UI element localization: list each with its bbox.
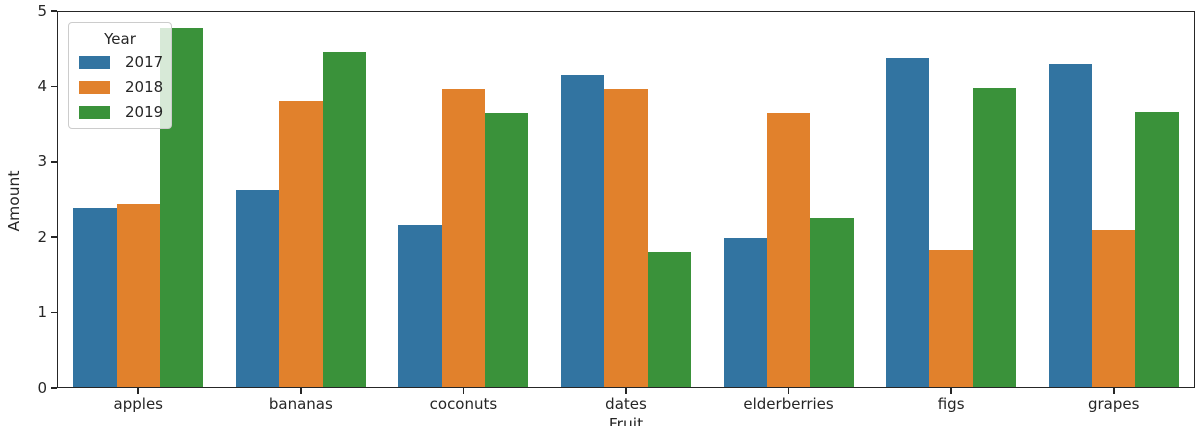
y-tick-0 — [51, 387, 57, 389]
y-tick-label-5: 5 — [37, 1, 47, 20]
bar-2019-bananas — [322, 51, 366, 388]
x-tick-label-grapes: grapes — [1087, 395, 1140, 413]
legend-title: Year — [104, 30, 136, 48]
bar-2017-dates — [560, 75, 605, 388]
legend-item-2019: 2019 — [79, 102, 164, 121]
legend: Year 2017 2018 2019 — [68, 22, 172, 129]
bar-2017-figs — [886, 57, 930, 388]
legend-swatch-2019-icon — [79, 105, 110, 119]
bar-2017-elderberries — [723, 237, 767, 388]
x-tick-label-bananas: bananas — [268, 395, 333, 413]
bar-2019-dates — [647, 251, 692, 388]
bar-2019-figs — [972, 87, 1017, 388]
bar-2017-apples — [73, 207, 117, 388]
bar-2017-bananas — [235, 189, 280, 388]
legend-item-2018: 2018 — [79, 77, 164, 96]
x-tick-elderberries — [787, 388, 790, 394]
y-tick-label-4: 4 — [37, 76, 47, 95]
bar-2018-apples — [116, 204, 160, 388]
legend-swatch-2017-icon — [79, 55, 110, 69]
legend-label-2017: 2017 — [125, 52, 164, 71]
x-tick-coconuts — [462, 388, 465, 394]
x-tick-bananas — [300, 388, 302, 394]
x-tick-label-apples: apples — [113, 395, 163, 413]
x-tick-label-elderberries: elderberries — [743, 395, 834, 413]
y-tick-label-3: 3 — [37, 152, 47, 171]
x-tick-grapes — [1112, 388, 1115, 394]
legend-label-2019: 2019 — [125, 102, 164, 121]
bar-2019-coconuts — [485, 112, 529, 388]
y-tick-label-1: 1 — [37, 303, 47, 322]
bar-2017-coconuts — [398, 225, 442, 388]
y-tick-3 — [51, 161, 57, 163]
x-tick-figs — [950, 388, 952, 394]
bar-2019-elderberries — [810, 217, 854, 388]
bar-2018-elderberries — [766, 112, 811, 388]
bar-2018-bananas — [279, 101, 323, 388]
x-tick-dates — [625, 388, 627, 394]
y-tick-1 — [51, 311, 57, 314]
x-axis-label: Fruit — [608, 415, 644, 426]
x-tick-label-coconuts: coconuts — [429, 395, 498, 413]
x-tick-label-figs: figs — [937, 395, 965, 413]
bar-2017-grapes — [1048, 63, 1093, 388]
y-tick-4 — [51, 85, 57, 88]
y-tick-5 — [51, 10, 57, 12]
y-tick-label-2: 2 — [37, 227, 47, 246]
legend-swatch-2018-icon — [79, 80, 110, 94]
bar-2018-grapes — [1092, 230, 1136, 388]
legend-item-2017: 2017 — [79, 52, 164, 71]
y-tick-2 — [51, 236, 57, 238]
legend-label-2018: 2018 — [125, 77, 164, 96]
x-tick-label-dates: dates — [605, 395, 647, 413]
y-tick-label-0: 0 — [37, 378, 47, 397]
bar-2018-dates — [604, 88, 648, 388]
bar-2018-coconuts — [441, 88, 486, 388]
y-axis-label: Amount — [5, 170, 23, 232]
x-tick-apples — [137, 388, 140, 394]
bar-2019-grapes — [1135, 112, 1179, 388]
bar-2018-figs — [929, 250, 973, 388]
